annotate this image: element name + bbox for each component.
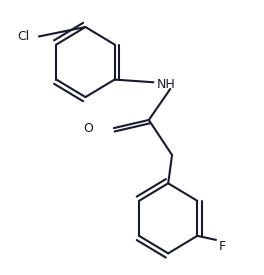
Text: O: O: [83, 122, 93, 134]
Text: F: F: [219, 240, 226, 253]
Text: NH: NH: [157, 78, 175, 92]
Text: Cl: Cl: [17, 30, 29, 43]
